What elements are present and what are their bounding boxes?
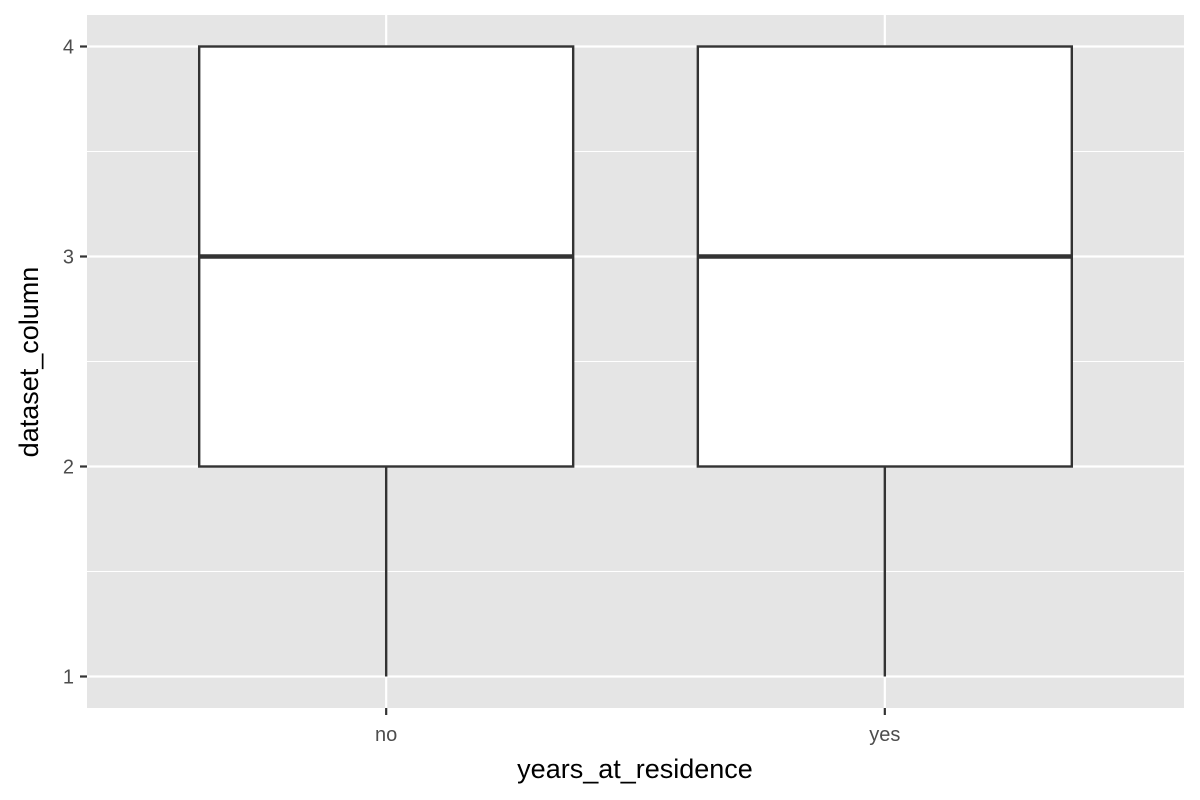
x-tick-label: yes [869,724,900,746]
box-yes [696,45,1074,677]
y-tick-label: 2 [63,457,74,479]
y-tick-label: 3 [63,247,74,269]
y-axis-title: dataset_column [14,267,44,458]
y-tick-label: 4 [63,37,74,59]
x-axis: no yes [375,708,900,746]
y-tick-label: 1 [63,667,74,689]
box-no [197,45,575,677]
x-tick-label: no [375,724,397,746]
y-axis: 1 2 3 4 [63,37,87,689]
x-axis-title: years_at_residence [517,754,753,784]
box-series [197,45,1074,677]
